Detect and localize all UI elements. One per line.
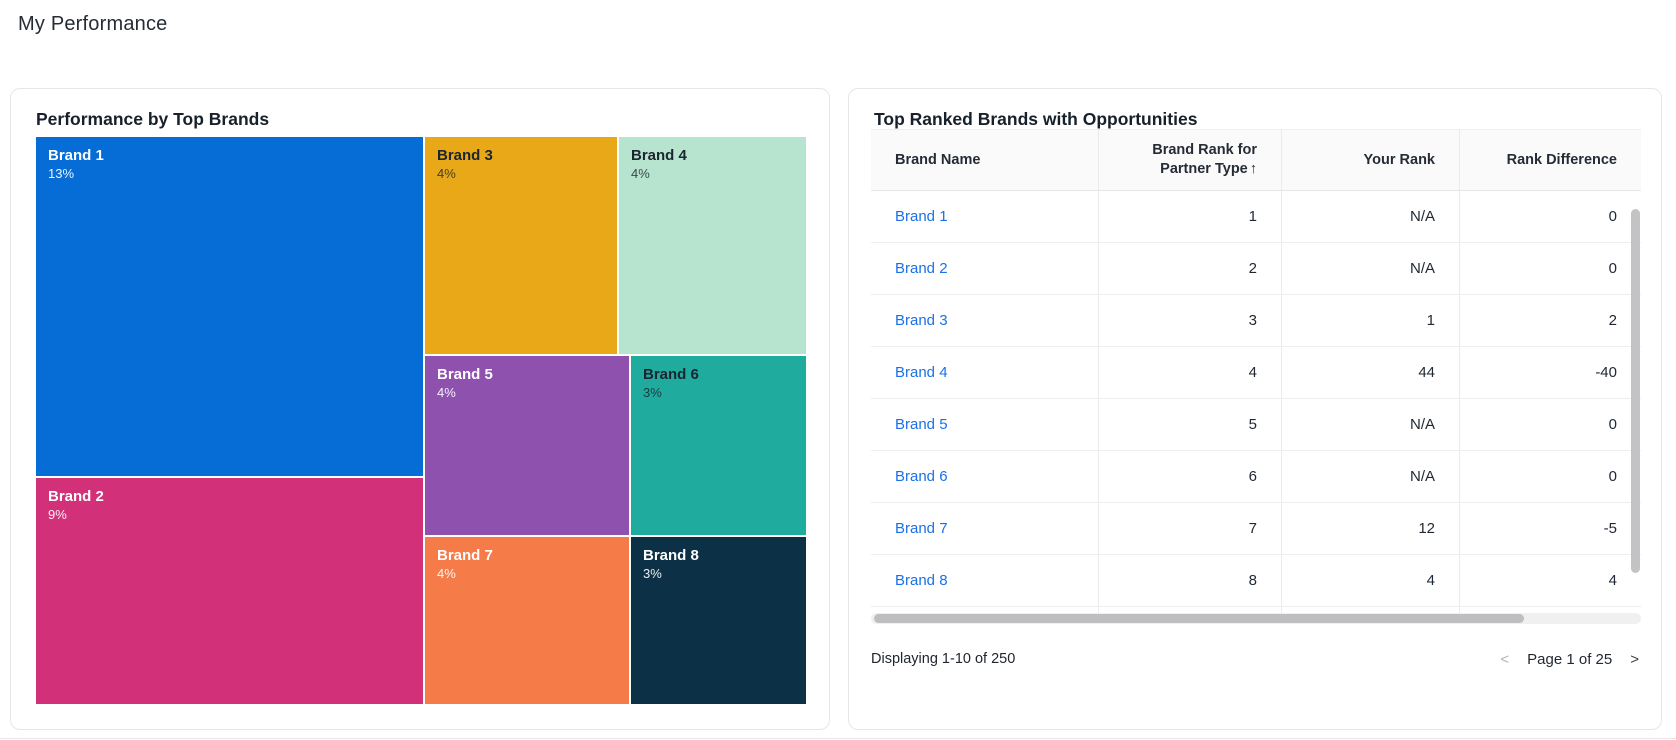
table-row: Brand 7 7 12 -5: [871, 503, 1641, 555]
tile-value: 9%: [48, 507, 67, 522]
treemap-tile-brand-5[interactable]: Brand 5 4%: [425, 356, 629, 535]
brand-rank-cell: 1: [1098, 191, 1281, 242]
performance-by-top-brands-card: Performance by Top Brands Brand 1 13% Br…: [10, 88, 830, 730]
table-vertical-scrollbar[interactable]: [1631, 209, 1640, 573]
brand-link[interactable]: Brand 1: [895, 208, 948, 225]
treemap-tile-brand-2[interactable]: Brand 2 9%: [36, 478, 423, 704]
rank-difference-cell: 0: [1459, 399, 1641, 450]
brand-rank-cell: 8: [1098, 555, 1281, 606]
brand-link[interactable]: Brand 3: [895, 312, 948, 329]
tile-label: Brand 1: [48, 147, 104, 164]
your-rank-cell: N/A: [1281, 399, 1459, 450]
brand-link[interactable]: Brand 5: [895, 416, 948, 433]
tile-label: Brand 8: [643, 547, 699, 564]
rank-difference-cell: 2: [1459, 295, 1641, 346]
rank-difference-cell: 0: [1459, 451, 1641, 502]
ranked-brands-table: Brand Name Brand Rank for Partner Type ↑ …: [871, 129, 1641, 613]
treemap-tile-brand-4[interactable]: Brand 4 4%: [619, 137, 806, 354]
tile-value: 4%: [437, 566, 456, 581]
top-ranked-brands-card: Top Ranked Brands with Opportunities Bra…: [848, 88, 1662, 730]
your-rank-cell: 44: [1281, 347, 1459, 398]
brand-link[interactable]: Brand 8: [895, 572, 948, 589]
table-row: Brand 4 4 44 -40: [871, 347, 1641, 399]
next-page-button[interactable]: >: [1630, 650, 1639, 668]
sort-ascending-icon: ↑: [1249, 161, 1257, 177]
brand-link[interactable]: Brand 4: [895, 364, 948, 381]
page-title: My Performance: [18, 13, 168, 35]
table-row: Brand 6 6 N/A 0: [871, 451, 1641, 503]
brand-link[interactable]: Brand 2: [895, 260, 948, 277]
tile-value: 4%: [437, 385, 456, 400]
table-footer: Displaying 1-10 of 250 < Page 1 of 25 >: [871, 644, 1639, 674]
clipped-table-row: [871, 607, 1641, 613]
your-rank-cell: 4: [1281, 555, 1459, 606]
displaying-range-label: Displaying 1-10 of 250: [871, 651, 1016, 667]
column-header-brand-rank-sortable[interactable]: Brand Rank for Partner Type ↑: [1098, 130, 1281, 190]
rank-difference-cell: 0: [1459, 243, 1641, 294]
tile-value: 4%: [631, 166, 650, 181]
brand-link[interactable]: Brand 6: [895, 468, 948, 485]
your-rank-cell: N/A: [1281, 451, 1459, 502]
brand-rank-cell: 7: [1098, 503, 1281, 554]
tile-label: Brand 7: [437, 547, 493, 564]
page-indicator: Page 1 of 25: [1527, 650, 1613, 668]
column-header-rank-difference: Rank Difference: [1459, 130, 1641, 190]
table-horizontal-scrollbar-thumb[interactable]: [874, 614, 1524, 623]
table-row: Brand 5 5 N/A 0: [871, 399, 1641, 451]
your-rank-cell: 1: [1281, 295, 1459, 346]
brand-rank-cell: 2: [1098, 243, 1281, 294]
treemap-card-title: Performance by Top Brands: [36, 109, 270, 129]
tile-value: 3%: [643, 385, 662, 400]
tile-label: Brand 2: [48, 488, 104, 505]
column-header-brand-name: Brand Name: [895, 151, 981, 168]
table-card-title: Top Ranked Brands with Opportunities: [874, 109, 1198, 129]
previous-page-button[interactable]: <: [1500, 650, 1510, 668]
table-horizontal-scrollbar-track[interactable]: [871, 613, 1641, 624]
tile-value: 3%: [643, 566, 662, 581]
brand-rank-cell: 5: [1098, 399, 1281, 450]
brand-link[interactable]: Brand 7: [895, 520, 948, 537]
treemap-tile-brand-6[interactable]: Brand 6 3%: [631, 356, 806, 535]
brand-rank-cell: 4: [1098, 347, 1281, 398]
treemap-tile-brand-7[interactable]: Brand 7 4%: [425, 537, 629, 704]
tile-label: Brand 3: [437, 147, 493, 164]
table-row: Brand 3 3 1 2: [871, 295, 1641, 347]
treemap-tile-brand-8[interactable]: Brand 8 3%: [631, 537, 806, 704]
column-header-your-rank: Your Rank: [1281, 130, 1459, 190]
tile-label: Brand 6: [643, 366, 699, 383]
tile-label: Brand 5: [437, 366, 493, 383]
top-brands-treemap: Brand 1 13% Brand 2 9% Brand 3 4% Brand …: [36, 137, 806, 704]
column-header-label: Brand Rank for Partner Type ↑: [1152, 142, 1257, 177]
your-rank-cell: N/A: [1281, 191, 1459, 242]
pagination: < Page 1 of 25 >: [1500, 651, 1639, 668]
table-header-row: Brand Name Brand Rank for Partner Type ↑ …: [871, 129, 1641, 191]
tile-value: 13%: [48, 166, 75, 181]
treemap-tile-brand-1[interactable]: Brand 1 13%: [36, 137, 423, 476]
table-row: Brand 8 8 4 4: [871, 555, 1641, 607]
rank-difference-cell: -40: [1459, 347, 1641, 398]
tile-label: Brand 4: [631, 147, 687, 164]
table-row: Brand 1 1 N/A 0: [871, 191, 1641, 243]
treemap-tile-brand-3[interactable]: Brand 3 4%: [425, 137, 617, 354]
table-row: Brand 2 2 N/A 0: [871, 243, 1641, 295]
brand-rank-cell: 3: [1098, 295, 1281, 346]
your-rank-cell: 12: [1281, 503, 1459, 554]
rank-difference-cell: -5: [1459, 503, 1641, 554]
rank-difference-cell: 0: [1459, 191, 1641, 242]
tile-value: 4%: [437, 166, 456, 181]
bottom-divider: [0, 738, 1676, 739]
your-rank-cell: N/A: [1281, 243, 1459, 294]
rank-difference-cell: 4: [1459, 555, 1641, 606]
brand-rank-cell: 6: [1098, 451, 1281, 502]
